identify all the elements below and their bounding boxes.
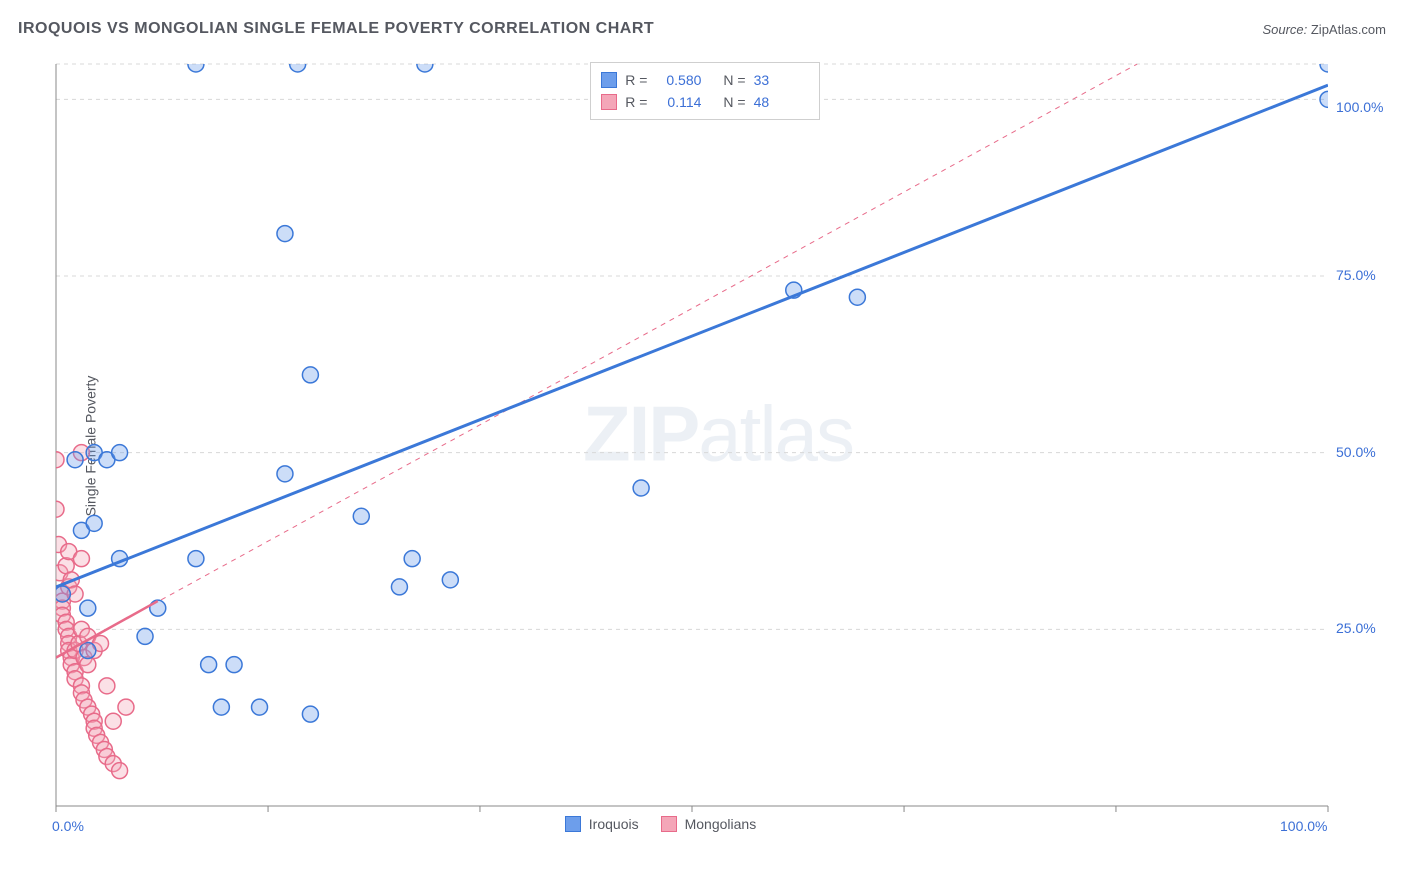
chart-container: IROQUOIS VS MONGOLIAN SINGLE FEMALE POVE…	[0, 0, 1406, 892]
n-value: 33	[754, 69, 770, 91]
legend-label: Iroquois	[589, 816, 639, 832]
source-value: ZipAtlas.com	[1311, 22, 1386, 37]
legend-swatch	[661, 816, 677, 832]
y-tick-label: 100.0%	[1336, 99, 1383, 115]
x-tick-label: 100.0%	[1280, 818, 1327, 834]
source-attribution: Source: ZipAtlas.com	[1262, 22, 1386, 37]
series-swatch	[601, 72, 617, 88]
n-value: 48	[754, 91, 770, 113]
legend-label: Mongolians	[685, 816, 757, 832]
y-tick-label: 25.0%	[1336, 620, 1376, 636]
series-swatch	[601, 94, 617, 110]
r-value: 0.114	[655, 91, 701, 113]
legend-item: Iroquois	[565, 816, 639, 832]
n-label: N =	[723, 69, 745, 91]
legend-item: Mongolians	[661, 816, 757, 832]
r-label: R =	[625, 69, 647, 91]
chart-title: IROQUOIS VS MONGOLIAN SINGLE FEMALE POVE…	[18, 20, 654, 38]
stats-box: R = 0.580 N = 33 R = 0.114 N = 48	[590, 62, 820, 120]
stats-row: R = 0.114 N = 48	[601, 91, 809, 113]
plot-svg	[48, 58, 1388, 842]
legend-bottom: Iroquois Mongolians	[565, 816, 756, 832]
n-label: N =	[723, 91, 745, 113]
stats-row: R = 0.580 N = 33	[601, 69, 809, 91]
r-value: 0.580	[655, 69, 701, 91]
x-tick-label: 0.0%	[52, 818, 84, 834]
legend-swatch	[565, 816, 581, 832]
y-tick-label: 75.0%	[1336, 267, 1376, 283]
y-tick-label: 50.0%	[1336, 444, 1376, 460]
plot-area: ZIPatlas R = 0.580N = 33R = 0.114N = 48 …	[48, 58, 1388, 842]
r-label: R =	[625, 91, 647, 113]
source-label: Source:	[1262, 22, 1310, 37]
